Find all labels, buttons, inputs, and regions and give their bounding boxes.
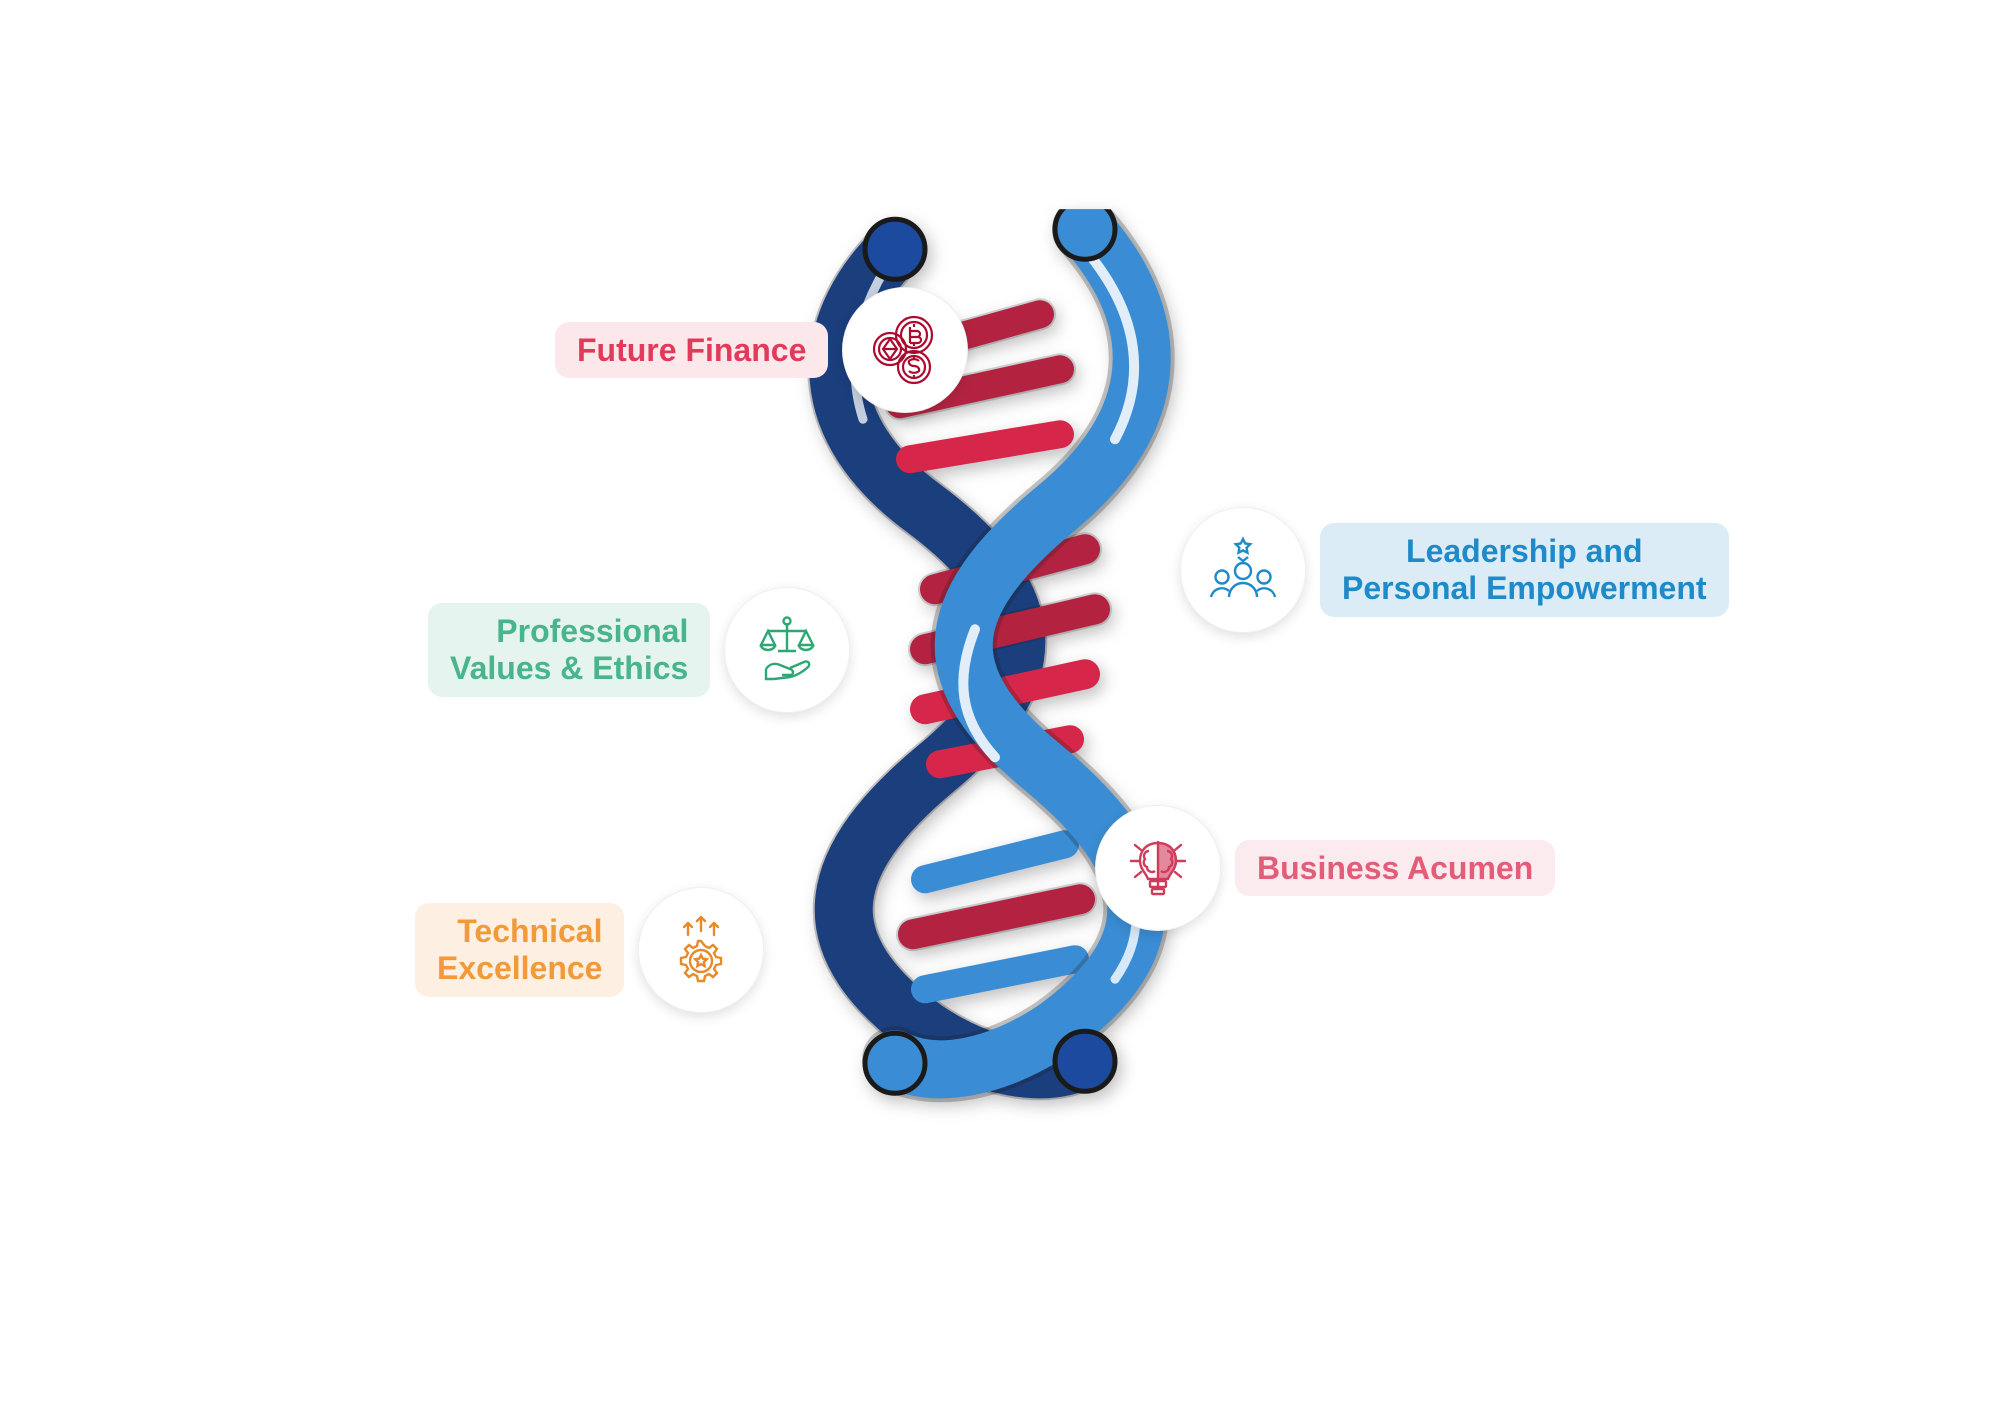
technical-excellence-label: TechnicalExcellence — [415, 903, 624, 997]
brain-bulb-icon — [1095, 805, 1221, 931]
infographic-canvas: Future Finance Leadership andPersonal Em… — [0, 0, 2000, 1414]
people-star-icon — [1180, 507, 1306, 633]
node-ethics: ProfessionalValues & Ethics — [428, 587, 850, 713]
crypto-coins-icon — [842, 287, 968, 413]
node-future-finance: Future Finance — [555, 287, 968, 413]
node-business-acumen: Business Acumen — [1095, 805, 1555, 931]
node-leadership: Leadership andPersonal Empowerment — [1180, 507, 1729, 633]
node-technical-excellence: TechnicalExcellence — [415, 887, 764, 1013]
ethics-label: ProfessionalValues & Ethics — [428, 603, 710, 697]
gear-arrows-icon — [638, 887, 764, 1013]
future-finance-label: Future Finance — [555, 322, 828, 379]
business-acumen-label: Business Acumen — [1235, 840, 1555, 897]
leadership-label: Leadership andPersonal Empowerment — [1320, 523, 1729, 617]
scale-hand-icon — [724, 587, 850, 713]
